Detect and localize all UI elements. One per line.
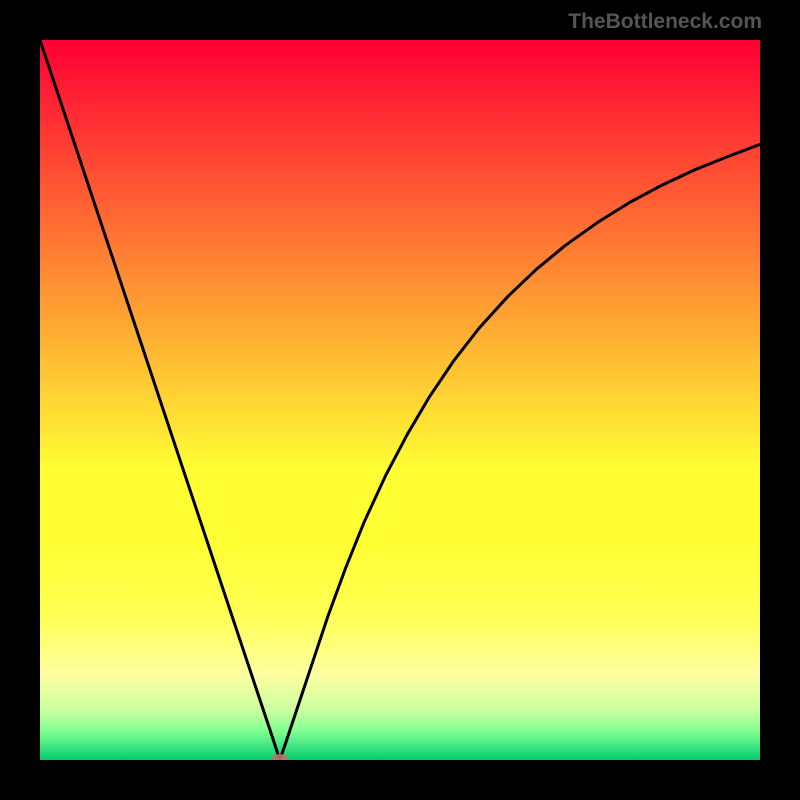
minimum-marker	[271, 754, 289, 760]
bottleneck-curve	[40, 40, 760, 760]
plot-area	[40, 40, 760, 760]
watermark-text: TheBottleneck.com	[568, 10, 762, 34]
chart-container: { "canvas": { "width": 800, "height": 80…	[0, 0, 800, 800]
